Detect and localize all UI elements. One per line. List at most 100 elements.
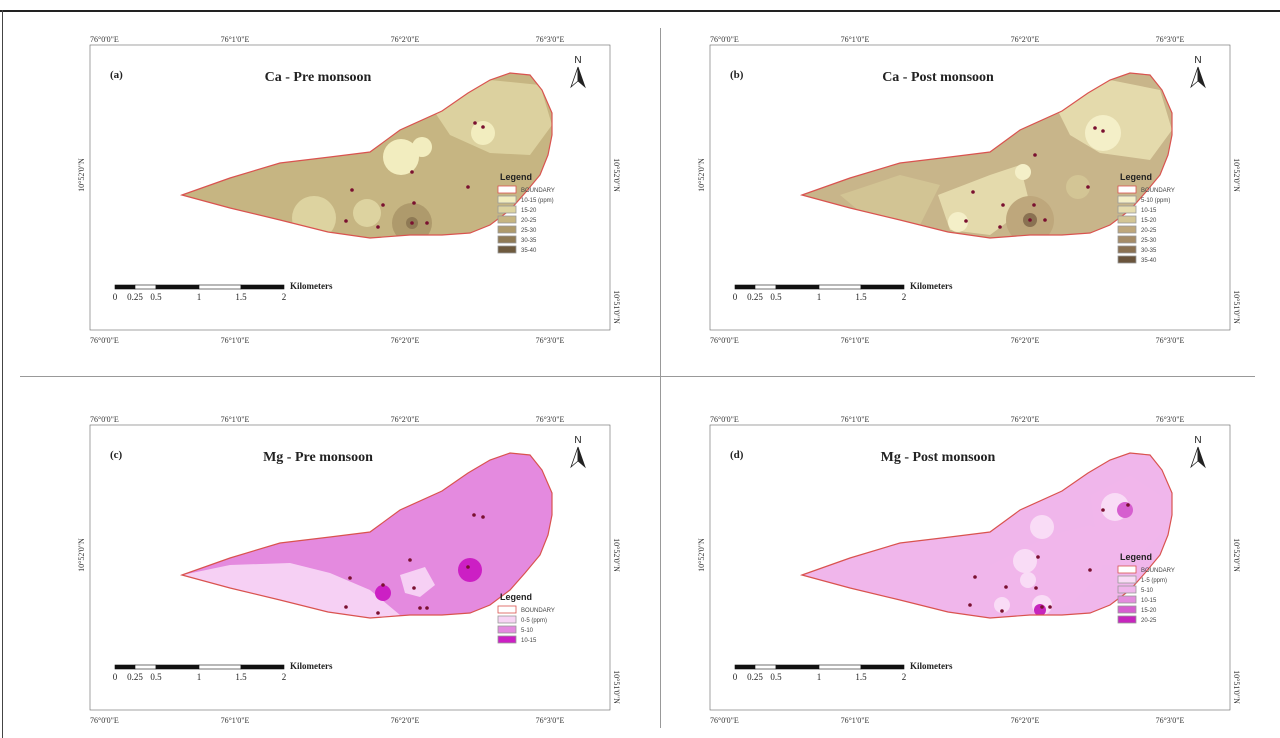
legend-item-label: BOUNDARY	[521, 188, 555, 194]
sample-point	[1040, 605, 1044, 609]
legend-swatch	[497, 615, 517, 624]
legend-swatch	[497, 605, 517, 614]
sample-point	[481, 515, 485, 519]
panel-horizontal-divider	[20, 376, 1255, 377]
bottom-coordinate-label: 76°3'0"E	[536, 336, 565, 345]
legend-swatch	[1117, 185, 1137, 194]
bottom-coordinate-label: 76°1'0"E	[221, 336, 250, 345]
scale-bar-segment	[155, 284, 200, 290]
legend-item-label: 15-20	[1141, 218, 1157, 224]
scale-tick-label: 1	[197, 292, 202, 302]
right-latitude-label: 10°52'0"N	[1232, 538, 1241, 572]
legend-item-label: 10-15	[1141, 598, 1157, 604]
legend-swatch	[1117, 595, 1137, 604]
concentration-zone	[1095, 125, 1111, 141]
sample-point	[971, 190, 975, 194]
sample-point	[1101, 508, 1105, 512]
sample-point	[1093, 126, 1097, 130]
north-arrow-left-half	[570, 446, 579, 469]
scale-tick-label: 2	[282, 672, 287, 682]
legend-swatch	[497, 195, 517, 204]
legend-item-label: 20-25	[1141, 228, 1157, 234]
panel-title: Mg - Post monsoon	[881, 450, 996, 465]
legend-item-label: 15-20	[1141, 608, 1157, 614]
scale-unit-label: Kilometers	[910, 281, 953, 291]
scale-bar-segment	[198, 664, 242, 670]
scale-tick-label: 0.5	[150, 292, 162, 302]
right-latitude-label: 10°51'0"N	[1232, 290, 1241, 324]
scale-bar: Kilometers 0 0.25 0.5 1 1.5 2	[733, 281, 953, 302]
scale-tick-label: 0	[733, 292, 738, 302]
legend-item-label: 20-25	[1141, 618, 1157, 624]
map-svg: 76°0'0"E 76°1'0"E 76°2'0"E 76°3'0"E 76°0'0"E…	[697, 35, 1241, 345]
bottom-coordinate-label: 76°3'0"E	[1156, 336, 1185, 345]
top-coordinate-label: 76°0'0"E	[90, 35, 119, 44]
scale-bar: Kilometers 0 0.25 0.5 1 1.5 2	[113, 661, 333, 682]
scale-unit-label: Kilometers	[290, 661, 333, 671]
legend-swatch	[1117, 615, 1137, 624]
sample-point	[1000, 609, 1004, 613]
concentration-zone	[994, 597, 1010, 613]
bottom-coordinate-label: 76°0'0"E	[90, 336, 119, 345]
concentration-zone	[1034, 604, 1046, 616]
scale-tick-label: 0.25	[747, 292, 763, 302]
scale-tick-label: 1.5	[855, 292, 867, 302]
north-arrow-right-half	[577, 446, 586, 469]
top-coordinate-label: 76°2'0"E	[391, 35, 420, 44]
top-coordinate-label: 76°2'0"E	[1011, 415, 1040, 424]
panel-label: (a)	[110, 69, 123, 81]
legend-item-label: 35-40	[1141, 258, 1157, 264]
scale-bar: Kilometers 0 0.25 0.5 1 1.5 2	[733, 661, 953, 682]
concentration-zone	[1117, 502, 1133, 518]
concentration-zone	[1015, 164, 1031, 180]
bottom-coordinate-label: 76°2'0"E	[391, 716, 420, 725]
sample-point	[1086, 185, 1090, 189]
panel-title: Mg - Pre monsoon	[263, 450, 373, 465]
scale-bar-segment	[818, 664, 862, 670]
legend-swatch	[1117, 205, 1137, 214]
scale-bar-segment	[860, 284, 905, 290]
sample-point	[344, 605, 348, 609]
north-arrow-icon: N	[1190, 55, 1206, 89]
legend-item-label: 20-25	[521, 218, 537, 224]
concentration-zone	[948, 212, 968, 232]
top-coordinate-label: 76°1'0"E	[221, 415, 250, 424]
concentration-zone	[353, 199, 381, 227]
concentration-zone	[1020, 572, 1036, 588]
legend-swatch	[497, 205, 517, 214]
map-panel-d: 76°0'0"E 76°1'0"E 76°2'0"E 76°3'0"E 76°0'0"E…	[690, 415, 1250, 730]
scale-tick-label: 0	[113, 672, 118, 682]
bottom-coordinate-label: 76°3'0"E	[536, 716, 565, 725]
north-arrow-left-half	[1190, 446, 1199, 469]
scale-bar-segment	[114, 284, 136, 290]
legend-swatch	[1117, 575, 1137, 584]
top-coordinate-label: 76°1'0"E	[841, 415, 870, 424]
scale-tick-label: 1	[817, 672, 822, 682]
sample-point	[376, 225, 380, 229]
top-coordinate-label: 76°2'0"E	[1011, 35, 1040, 44]
bottom-coordinate-label: 76°2'0"E	[1011, 336, 1040, 345]
scale-unit-label: Kilometers	[290, 281, 333, 291]
legend-swatch	[497, 185, 517, 194]
legend-title: Legend	[500, 592, 532, 602]
legend-swatch	[497, 215, 517, 224]
map-frame	[89, 424, 611, 711]
concentration-zone	[400, 567, 435, 597]
scale-tick-label: 0.5	[770, 672, 782, 682]
legend-item-label: BOUNDARY	[1141, 188, 1175, 194]
legend-swatch	[1117, 585, 1137, 594]
right-latitude-label: 10°51'0"N	[1232, 670, 1241, 704]
scale-bar-segment	[775, 284, 820, 290]
scale-tick-label: 0.25	[127, 672, 143, 682]
sample-point	[1032, 203, 1036, 207]
concentration-zone	[1013, 549, 1037, 573]
sample-point	[998, 225, 1002, 229]
legend-swatch	[1117, 565, 1137, 574]
legend-item-label: BOUNDARY	[1141, 568, 1175, 574]
north-arrow-icon: N	[1190, 435, 1206, 469]
right-latitude-label: 10°52'0"N	[612, 158, 621, 192]
top-coordinate-label: 76°2'0"E	[391, 415, 420, 424]
legend-item-label: 10-15 (ppm)	[521, 198, 554, 204]
top-coordinate-label: 76°1'0"E	[221, 35, 250, 44]
concentration-zone	[383, 139, 419, 175]
